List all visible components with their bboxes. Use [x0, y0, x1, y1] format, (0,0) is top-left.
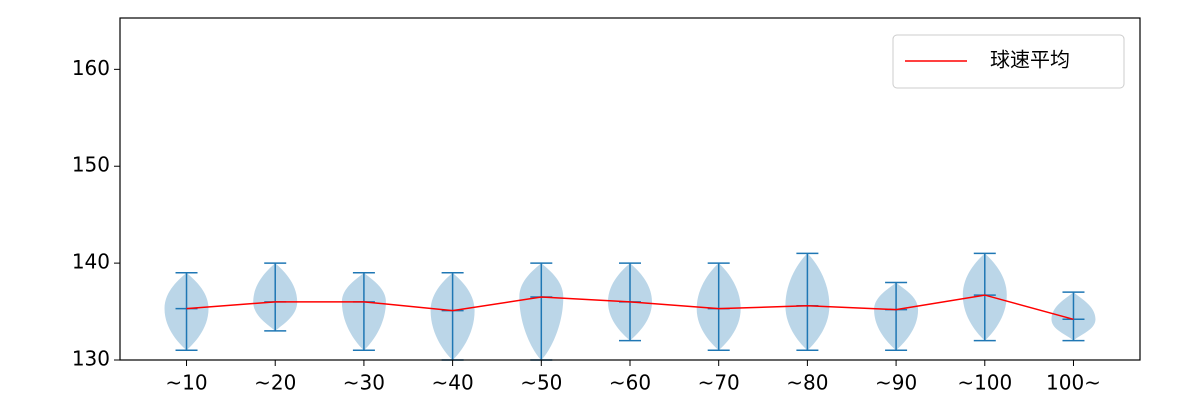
y-tick-label: 150: [72, 153, 110, 177]
x-tick-label: ~90: [875, 371, 917, 395]
legend-box: [892, 34, 1125, 89]
x-tick-label: 100~: [1046, 371, 1101, 395]
x-tick-label: ~40: [431, 371, 473, 395]
y-tick-label: 140: [72, 250, 110, 274]
x-tick-label: ~10: [165, 371, 207, 395]
x-tick-label: ~100: [957, 371, 1012, 395]
x-tick-label: ~70: [698, 371, 740, 395]
x-tick-label: ~30: [343, 371, 385, 395]
x-tick-label: ~60: [609, 371, 651, 395]
legend-label: 球速平均: [990, 48, 1070, 72]
mean-line: [186, 294, 1074, 321]
x-tick-label: ~80: [786, 371, 828, 395]
x-tick-label: ~20: [254, 371, 296, 395]
y-tick-label: 160: [72, 56, 110, 80]
plot-frame: [119, 17, 1141, 361]
x-tick-label: ~50: [520, 371, 562, 395]
y-tick-label: 130: [72, 347, 110, 371]
